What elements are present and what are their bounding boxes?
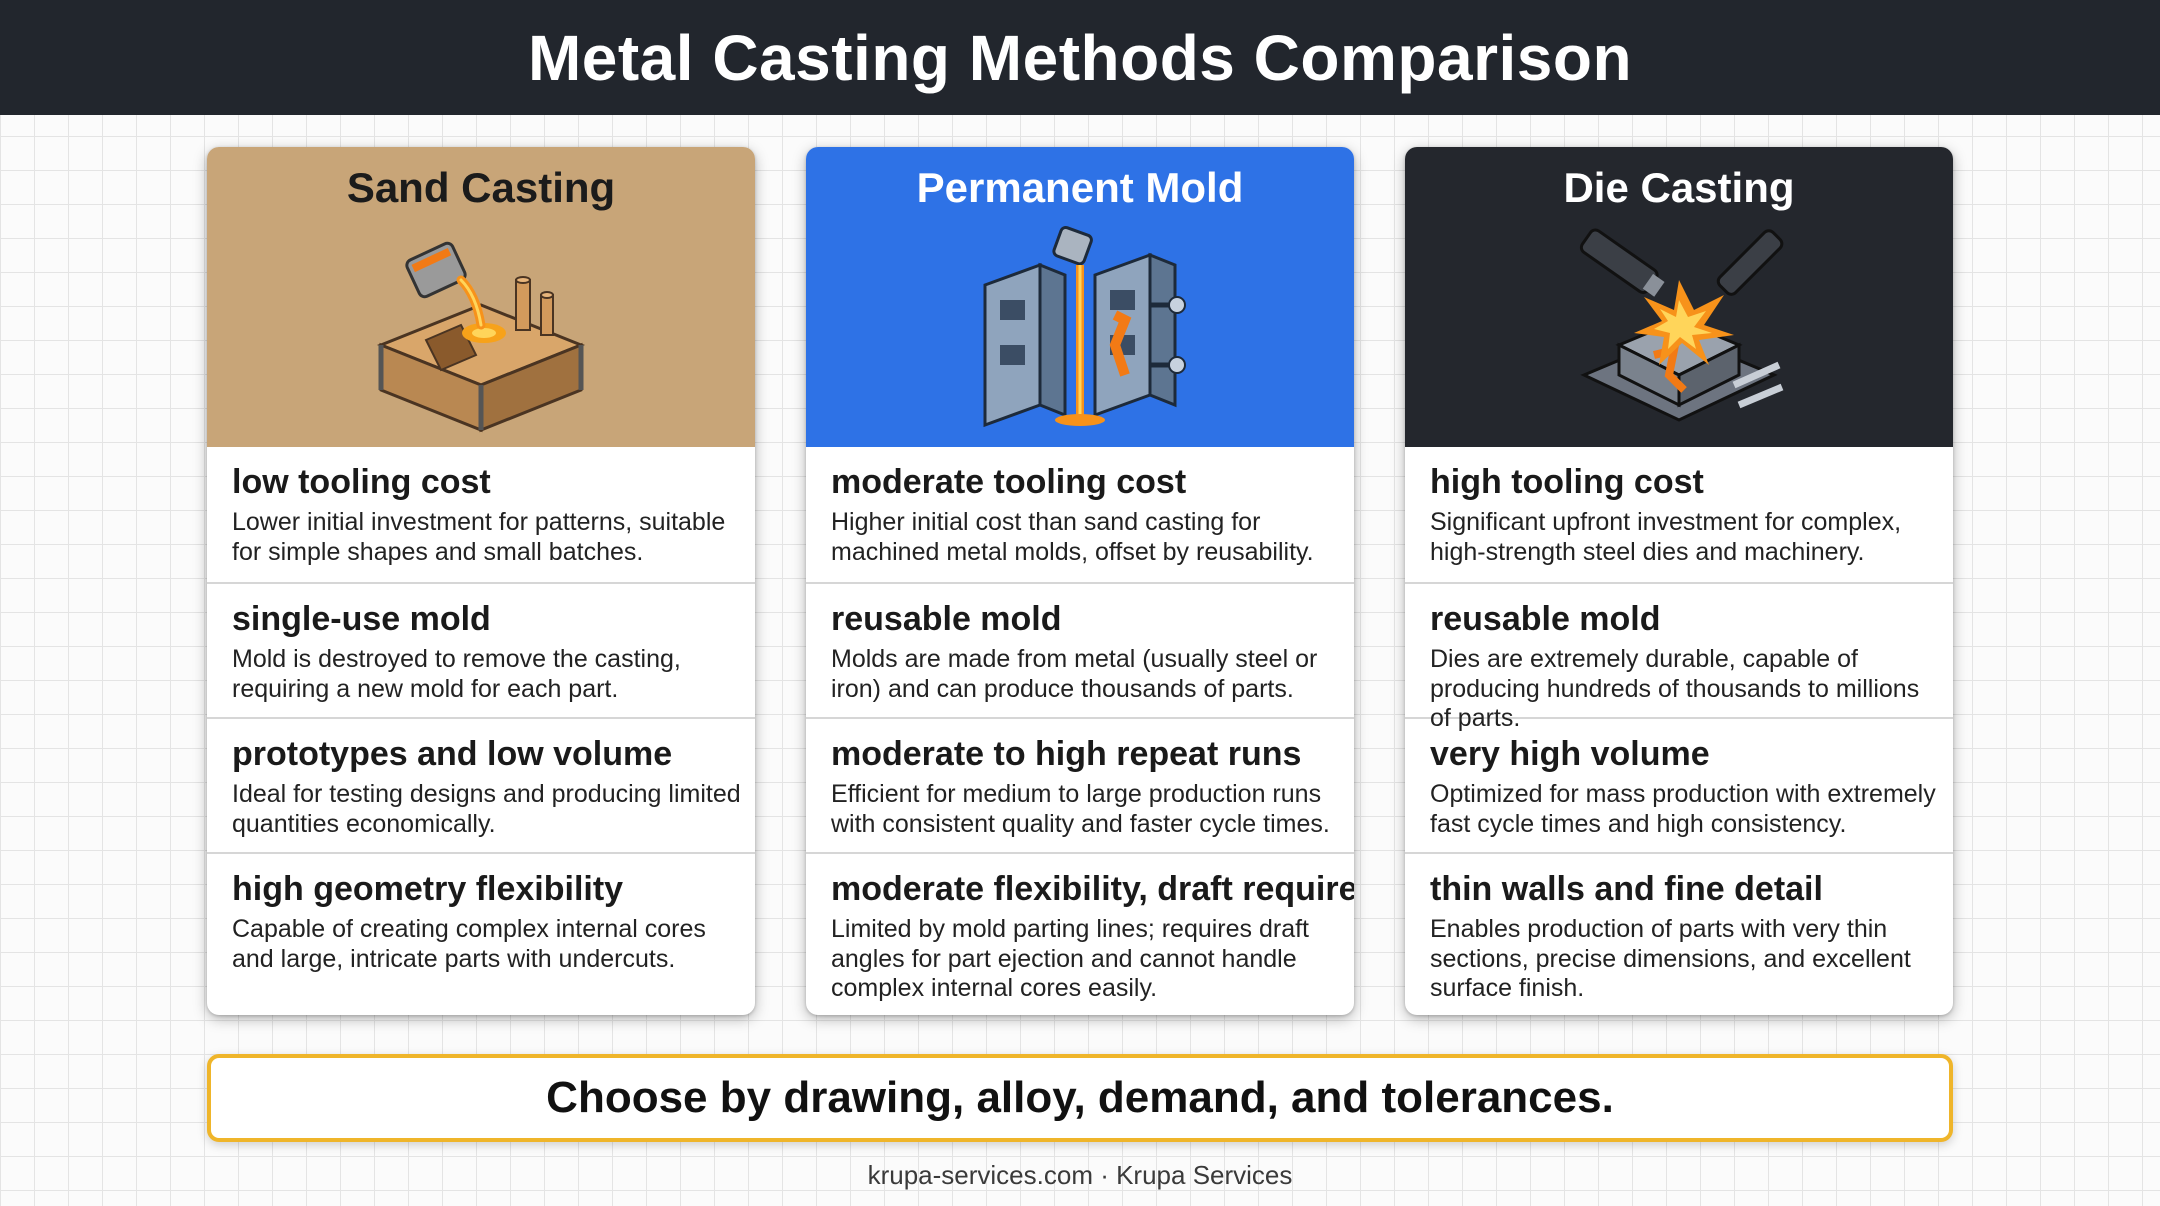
row-description: Significant upfront investment for compl…: [1430, 508, 1902, 566]
row-title: reusable mold: [1430, 600, 1661, 638]
row-description: Dies are extremely durable, capable of p…: [1430, 645, 1920, 733]
footer-credit: krupa-services.com · Krupa Services: [867, 1160, 1293, 1190]
row-mold-type: single-use mold Mold is destroyed to rem…: [207, 582, 755, 717]
row-title: reusable mold: [831, 600, 1062, 638]
title-bar: Metal Casting Methods Comparison: [0, 0, 2160, 115]
row-title: low tooling cost: [232, 463, 491, 501]
card-die-casting: Die Casting high too: [1405, 147, 1953, 1015]
row-geometry: high geometry flexibility Capable of cre…: [207, 852, 755, 987]
row-title: high geometry flexibility: [232, 870, 624, 908]
row-description: Mold is destroyed to remove the casting,…: [232, 645, 681, 703]
row-description: Lower initial investment for patterns, s…: [232, 508, 726, 566]
card-header: Die Casting: [1405, 147, 1953, 447]
row-title: single-use mold: [232, 600, 491, 638]
row-description: Ideal for testing designs and producing …: [232, 780, 741, 838]
row-description: Efficient for medium to large production…: [831, 780, 1330, 838]
row-description: Molds are made from metal (usually steel…: [831, 645, 1318, 703]
row-volume: prototypes and low volume Ideal for test…: [207, 717, 755, 852]
card-permanent-mold: Permanent Mold: [806, 147, 1354, 1015]
card-sand-casting: Sand Casting: [207, 147, 755, 1015]
row-description: Capable of creating complex internal cor…: [232, 915, 706, 973]
row-tooling-cost: moderate tooling cost Higher initial cos…: [806, 447, 1354, 582]
page-title: Metal Casting Methods Comparison: [527, 21, 1633, 94]
card-title: Die Casting: [1563, 164, 1795, 211]
callout-text: Choose by drawing, alloy, demand, and to…: [546, 1073, 1614, 1122]
row-title: high tooling cost: [1430, 463, 1704, 501]
metal-mold-pouring-icon: [983, 226, 1186, 428]
card-title: Permanent Mold: [916, 164, 1244, 211]
row-mold-type: reusable mold Molds are made from metal …: [806, 582, 1354, 717]
row-title: prototypes and low volume: [232, 735, 673, 773]
card-header: Permanent Mold: [806, 147, 1354, 447]
row-description: Higher initial cost than sand casting fo…: [831, 508, 1314, 566]
row-volume: very high volume Optimized for mass prod…: [1405, 717, 1953, 852]
row-title: thin walls and fine detail: [1430, 870, 1823, 908]
card-header: Sand Casting: [207, 147, 755, 447]
row-geometry: thin walls and fine detail Enables produ…: [1405, 852, 1953, 1002]
sand-mold-pouring-icon: [376, 241, 586, 433]
summary-callout: Choose by drawing, alloy, demand, and to…: [207, 1054, 1953, 1142]
row-tooling-cost: high tooling cost Significant upfront in…: [1405, 447, 1953, 582]
row-tooling-cost: low tooling cost Lower initial investmen…: [207, 447, 755, 582]
row-geometry: moderate flexibility, draft required Lim…: [806, 852, 1354, 1002]
comparison-cards: Sand Casting: [207, 147, 1953, 1015]
row-description: Enables production of parts with very th…: [1430, 915, 1911, 1003]
row-description: Limited by mold parting lines; requires …: [831, 915, 1310, 1003]
row-title: very high volume: [1430, 735, 1710, 773]
die-casting-injection-icon: [1579, 228, 1784, 422]
row-volume: moderate to high repeat runs Efficient f…: [806, 717, 1354, 852]
row-title: moderate to high repeat runs: [831, 735, 1302, 773]
row-mold-type: reusable mold Dies are extremely durable…: [1405, 582, 1953, 732]
card-title: Sand Casting: [346, 164, 616, 211]
row-title: moderate tooling cost: [831, 463, 1187, 501]
row-description: Optimized for mass production with extre…: [1430, 780, 1936, 838]
row-title: moderate flexibility, draft required: [831, 870, 1354, 908]
